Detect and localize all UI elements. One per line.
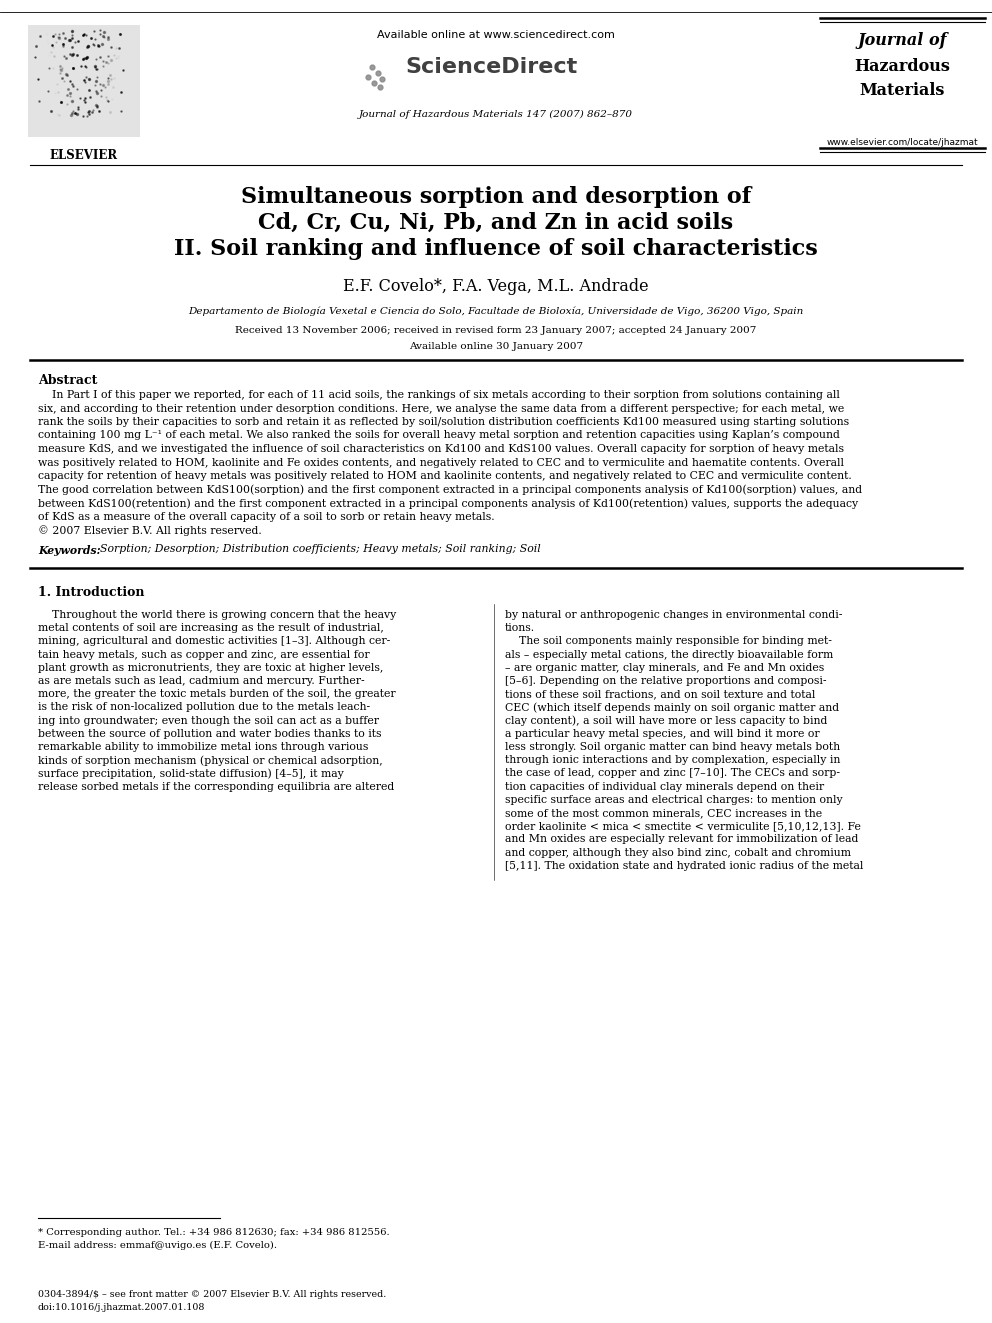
Text: less strongly. Soil organic matter can bind heavy metals both: less strongly. Soil organic matter can b…	[505, 742, 840, 751]
Text: CEC (which itself depends mainly on soil organic matter and: CEC (which itself depends mainly on soil…	[505, 703, 839, 713]
Text: II. Soil ranking and influence of soil characteristics: II. Soil ranking and influence of soil c…	[175, 238, 817, 261]
Text: ELSEVIER: ELSEVIER	[50, 149, 118, 161]
Text: containing 100 mg L⁻¹ of each metal. We also ranked the soils for overall heavy : containing 100 mg L⁻¹ of each metal. We …	[38, 430, 840, 441]
Text: between KdS100(retention) and the first component extracted in a principal compo: between KdS100(retention) and the first …	[38, 497, 858, 508]
Text: and Mn oxides are especially relevant for immobilization of lead: and Mn oxides are especially relevant fo…	[505, 835, 858, 844]
Text: The good correlation between KdS100(sorption) and the first component extracted : The good correlation between KdS100(sorp…	[38, 484, 862, 495]
Text: Sorption; Desorption; Distribution coefficients; Heavy metals; Soil ranking; Soi: Sorption; Desorption; Distribution coeff…	[93, 545, 541, 554]
Text: tions.: tions.	[505, 623, 535, 634]
Text: 1. Introduction: 1. Introduction	[38, 586, 145, 599]
Text: [5,11]. The oxidation state and hydrated ionic radius of the metal: [5,11]. The oxidation state and hydrated…	[505, 861, 863, 871]
Text: is the risk of non-localized pollution due to the metals leach-: is the risk of non-localized pollution d…	[38, 703, 370, 712]
Text: Materials: Materials	[859, 82, 944, 99]
Text: tion capacities of individual clay minerals depend on their: tion capacities of individual clay miner…	[505, 782, 824, 791]
Text: ing into groundwater; even though the soil can act as a buffer: ing into groundwater; even though the so…	[38, 716, 379, 725]
Text: Cd, Cr, Cu, Ni, Pb, and Zn in acid soils: Cd, Cr, Cu, Ni, Pb, and Zn in acid soils	[259, 212, 733, 234]
Text: – are organic matter, clay minerals, and Fe and Mn oxides: – are organic matter, clay minerals, and…	[505, 663, 824, 673]
Text: In Part I of this paper we reported, for each of 11 acid soils, the rankings of : In Part I of this paper we reported, for…	[38, 390, 840, 400]
Text: [5–6]. Depending on the relative proportions and composi-: [5–6]. Depending on the relative proport…	[505, 676, 826, 687]
Text: Journal of Hazardous Materials 147 (2007) 862–870: Journal of Hazardous Materials 147 (2007…	[359, 110, 633, 119]
Text: more, the greater the toxic metals burden of the soil, the greater: more, the greater the toxic metals burde…	[38, 689, 396, 699]
Text: tions of these soil fractions, and on soil texture and total: tions of these soil fractions, and on so…	[505, 689, 815, 699]
Text: through ionic interactions and by complexation, especially in: through ionic interactions and by comple…	[505, 755, 840, 765]
Text: Available online 30 January 2007: Available online 30 January 2007	[409, 343, 583, 351]
Text: * Corresponding author. Tel.: +34 986 812630; fax: +34 986 812556.: * Corresponding author. Tel.: +34 986 81…	[38, 1228, 390, 1237]
Bar	[28, 25, 140, 138]
Text: Abstract: Abstract	[38, 374, 97, 388]
Text: als – especially metal cations, the directly bioavailable form: als – especially metal cations, the dire…	[505, 650, 833, 660]
Text: measure KdS, and we investigated the influence of soil characteristics on Kd100 : measure KdS, and we investigated the inf…	[38, 445, 844, 454]
Text: mining, agricultural and domestic activities [1–3]. Although cer-: mining, agricultural and domestic activi…	[38, 636, 390, 647]
Text: some of the most common minerals, CEC increases in the: some of the most common minerals, CEC in…	[505, 808, 822, 818]
Text: E-mail address: emmaf@uvigo.es (E.F. Covelo).: E-mail address: emmaf@uvigo.es (E.F. Cov…	[38, 1241, 277, 1250]
Text: of KdS as a measure of the overall capacity of a soil to sorb or retain heavy me: of KdS as a measure of the overall capac…	[38, 512, 495, 521]
Text: surface precipitation, solid-state diffusion) [4–5], it may: surface precipitation, solid-state diffu…	[38, 769, 344, 779]
Text: doi:10.1016/j.jhazmat.2007.01.108: doi:10.1016/j.jhazmat.2007.01.108	[38, 1303, 205, 1312]
Text: the case of lead, copper and zinc [7–10]. The CECs and sorp-: the case of lead, copper and zinc [7–10]…	[505, 769, 840, 778]
Text: Available online at www.sciencedirect.com: Available online at www.sciencedirect.co…	[377, 30, 615, 40]
Text: specific surface areas and electrical charges: to mention only: specific surface areas and electrical ch…	[505, 795, 842, 804]
Text: and copper, although they also bind zinc, cobalt and chromium: and copper, although they also bind zinc…	[505, 848, 851, 857]
Text: metal contents of soil are increasing as the result of industrial,: metal contents of soil are increasing as…	[38, 623, 384, 634]
Text: Simultaneous sorption and desorption of: Simultaneous sorption and desorption of	[241, 187, 751, 208]
Text: 0304-3894/$ – see front matter © 2007 Elsevier B.V. All rights reserved.: 0304-3894/$ – see front matter © 2007 El…	[38, 1290, 386, 1299]
Text: The soil components mainly responsible for binding met-: The soil components mainly responsible f…	[505, 636, 832, 647]
Text: order kaolinite < mica < smectite < vermiculite [5,10,12,13]. Fe: order kaolinite < mica < smectite < verm…	[505, 822, 861, 831]
Text: Hazardous: Hazardous	[854, 58, 950, 75]
Text: Throughout the world there is growing concern that the heavy: Throughout the world there is growing co…	[38, 610, 396, 620]
Text: kinds of sorption mechanism (physical or chemical adsorption,: kinds of sorption mechanism (physical or…	[38, 755, 383, 766]
Text: E.F. Covelo*, F.A. Vega, M.L. Andrade: E.F. Covelo*, F.A. Vega, M.L. Andrade	[343, 278, 649, 295]
Text: Journal of: Journal of	[857, 32, 946, 49]
Text: was positively related to HOM, kaolinite and Fe oxides contents, and negatively : was positively related to HOM, kaolinite…	[38, 458, 844, 467]
Text: plant growth as micronutrients, they are toxic at higher levels,: plant growth as micronutrients, they are…	[38, 663, 383, 673]
Text: © 2007 Elsevier B.V. All rights reserved.: © 2007 Elsevier B.V. All rights reserved…	[38, 525, 262, 536]
Text: Keywords:: Keywords:	[38, 545, 100, 556]
Text: tain heavy metals, such as copper and zinc, are essential for: tain heavy metals, such as copper and zi…	[38, 650, 370, 660]
Text: release sorbed metals if the corresponding equilibria are altered: release sorbed metals if the correspondi…	[38, 782, 394, 791]
Text: by natural or anthropogenic changes in environmental condi-: by natural or anthropogenic changes in e…	[505, 610, 842, 620]
Text: between the source of pollution and water bodies thanks to its: between the source of pollution and wate…	[38, 729, 382, 738]
Text: six, and according to their retention under desorption conditions. Here, we anal: six, and according to their retention un…	[38, 404, 844, 414]
Text: capacity for retention of heavy metals was positively related to HOM and kaolini: capacity for retention of heavy metals w…	[38, 471, 852, 482]
Text: clay content), a soil will have more or less capacity to bind: clay content), a soil will have more or …	[505, 716, 827, 726]
Text: Received 13 November 2006; received in revised form 23 January 2007; accepted 24: Received 13 November 2006; received in r…	[235, 325, 757, 335]
Text: as are metals such as lead, cadmium and mercury. Further-: as are metals such as lead, cadmium and …	[38, 676, 365, 687]
Text: ScienceDirect: ScienceDirect	[405, 57, 577, 77]
Text: Departamento de Biología Vexetal e Ciencia do Solo, Facultade de Bioloxía, Unive: Departamento de Biología Vexetal e Cienc…	[188, 306, 804, 315]
Text: www.elsevier.com/locate/jhazmat: www.elsevier.com/locate/jhazmat	[826, 138, 978, 147]
Text: remarkable ability to immobilize metal ions through various: remarkable ability to immobilize metal i…	[38, 742, 368, 751]
Text: a particular heavy metal species, and will bind it more or: a particular heavy metal species, and wi…	[505, 729, 819, 738]
Text: rank the soils by their capacities to sorb and retain it as reflected by soil/so: rank the soils by their capacities to so…	[38, 417, 849, 427]
